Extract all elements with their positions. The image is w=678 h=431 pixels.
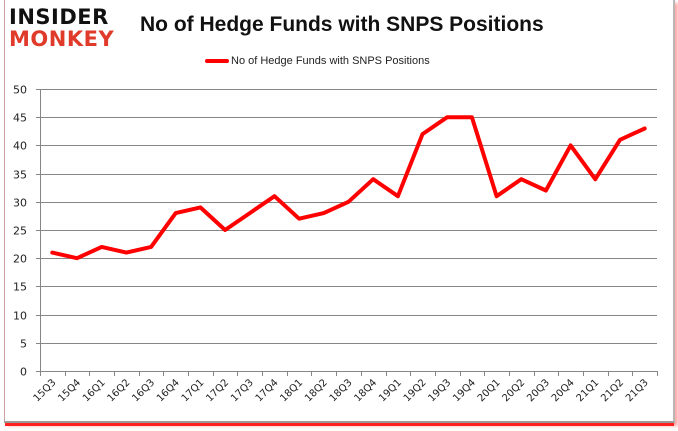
x-tick-label: 17Q2 — [204, 377, 231, 404]
chart-frame — [4, 0, 675, 423]
chart-legend: No of Hedge Funds with SNPS Positions — [205, 54, 430, 68]
y-tick-label: 45 — [13, 112, 27, 125]
x-tick-label: 19Q2 — [402, 377, 429, 404]
series-line — [50, 115, 647, 261]
x-tick-label: 21Q1 — [575, 377, 602, 404]
x-tick-label: 20Q1 — [476, 377, 503, 404]
x-tick-label: 15Q4 — [56, 377, 83, 404]
y-tick-label: 50 — [13, 84, 27, 97]
x-tick-label: 17Q3 — [229, 377, 256, 404]
x-tick-label: 20Q3 — [525, 377, 552, 404]
x-tick-label: 18Q3 — [328, 377, 355, 404]
y-tick-label: 25 — [13, 225, 27, 238]
x-tick-label: 16Q3 — [130, 377, 157, 404]
x-axis — [40, 89, 658, 376]
x-tick-label: 21Q3 — [624, 377, 651, 404]
x-tick-label: 16Q4 — [155, 377, 182, 404]
x-tick-label: 16Q2 — [106, 377, 133, 404]
y-tick-label: 0 — [20, 366, 27, 379]
x-tick-label: 18Q1 — [278, 377, 305, 404]
x-tick-label: 19Q4 — [451, 377, 478, 404]
y-tick-label: 40 — [13, 140, 27, 153]
logo-line-2: MONKEY — [9, 27, 115, 51]
x-tick-label: 19Q3 — [426, 377, 453, 404]
x-tick-label: 20Q4 — [550, 377, 577, 404]
legend-line-swatch-icon — [205, 59, 229, 63]
y-tick-label: 35 — [13, 169, 27, 182]
x-tick-label: 18Q4 — [352, 377, 379, 404]
y-tick-label: 30 — [13, 197, 27, 210]
x-tick-label: 20Q2 — [501, 377, 528, 404]
y-tick-label: 10 — [13, 310, 27, 323]
logo-line-1: INSIDER — [9, 5, 109, 29]
legend-label: No of Hedge Funds with SNPS Positions — [231, 55, 430, 67]
x-tick-label: 16Q1 — [81, 377, 108, 404]
y-tick-label: 15 — [13, 281, 27, 294]
x-tick-label: 15Q3 — [32, 377, 59, 404]
y-axis-ticks: 0 5 10 15 20 25 30 35 40 45 50 — [13, 84, 27, 379]
y-tick-label: 20 — [13, 253, 27, 266]
insider-monkey-logo: INSIDER MONKEY — [9, 7, 127, 50]
gridlines — [36, 89, 657, 372]
y-tick-label: 5 — [20, 338, 27, 351]
x-tick-label: 19Q1 — [377, 377, 404, 404]
x-axis-labels: 15Q315Q416Q116Q216Q316Q417Q117Q217Q317Q4… — [32, 377, 651, 404]
x-tick-label: 17Q4 — [254, 377, 281, 404]
x-tick-label: 17Q1 — [180, 377, 207, 404]
chart-title: No of Hedge Funds with SNPS Positions — [140, 13, 544, 36]
x-tick-label: 21Q2 — [599, 377, 626, 404]
x-tick-label: 18Q2 — [303, 377, 330, 404]
